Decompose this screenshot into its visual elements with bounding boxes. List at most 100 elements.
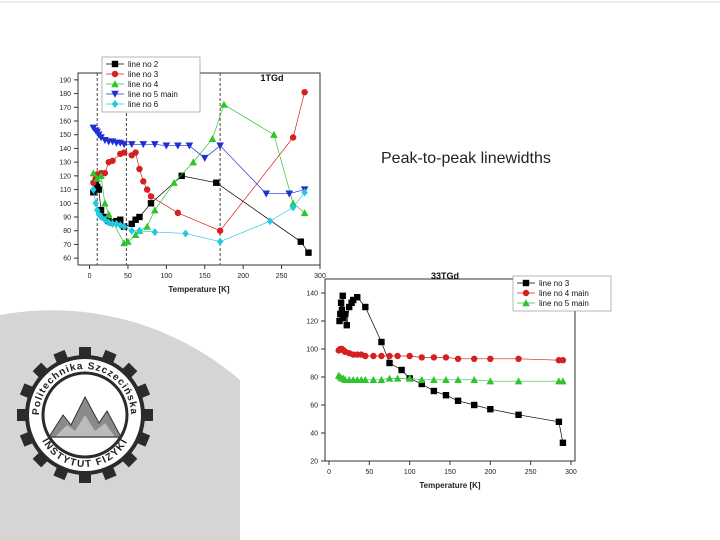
x-tick-label: 150 [444, 469, 456, 476]
data-point [406, 352, 413, 360]
legend-marker [111, 90, 119, 98]
chart-title: 1TGd [260, 73, 283, 83]
data-point [418, 354, 425, 361]
data-point [162, 142, 171, 150]
x-tick-label: 100 [161, 273, 173, 280]
x-axis-label: Temperature [K] [419, 481, 481, 490]
data-point [350, 296, 357, 304]
x-tick-label: 250 [276, 273, 288, 280]
data-point [128, 220, 135, 228]
y-tick-label: 90 [63, 215, 71, 222]
y-tick-label: 110 [60, 187, 71, 194]
legend-marker [111, 100, 119, 108]
data-point [89, 169, 98, 177]
y-tick-label: 150 [59, 132, 71, 139]
x-tick-label: 50 [365, 469, 373, 476]
data-point [101, 199, 109, 207]
data-point [104, 210, 113, 218]
series-line-no-6 [90, 185, 308, 246]
data-point [386, 352, 393, 360]
data-point [301, 188, 308, 197]
data-point [109, 157, 116, 164]
chart-1tgd: 0 50 100 150 200 250 300 60 70 80 90 100 110 120 130 14… [59, 56, 326, 294]
data-point [418, 380, 425, 388]
data-point [555, 418, 563, 425]
data-point [174, 142, 182, 150]
data-point [341, 310, 349, 318]
data-point [174, 209, 182, 217]
data-point [120, 222, 128, 231]
y-tick-label: 120 [59, 173, 71, 180]
data-point [442, 354, 450, 361]
y-tick-label: 100 [306, 347, 318, 354]
data-point [136, 213, 143, 221]
slide-headline: Peak-to-peak linewidths [381, 150, 551, 167]
data-point [305, 249, 312, 256]
data-point [454, 397, 462, 404]
data-point [128, 226, 135, 235]
data-point [430, 376, 438, 383]
legend-marker [111, 80, 119, 88]
data-point [398, 366, 405, 374]
data-point [470, 376, 478, 383]
data-point [120, 149, 128, 156]
series-line-no-5-main [89, 124, 309, 198]
data-point [101, 215, 109, 224]
data-point [515, 411, 522, 418]
data-point [213, 179, 220, 186]
data-point [147, 200, 155, 207]
data-point [266, 217, 274, 226]
data-point [109, 219, 116, 228]
data-point [132, 149, 139, 156]
legend-label: line no 4 [128, 80, 159, 89]
data-point [101, 169, 109, 177]
x-tick-label: 0 [88, 273, 92, 280]
data-point [417, 376, 426, 383]
data-point [216, 142, 224, 150]
data-point [208, 135, 217, 143]
data-point [94, 206, 101, 215]
x-tick-label: 200 [237, 273, 249, 280]
y-tick-label: 70 [63, 242, 71, 249]
data-point [393, 374, 402, 382]
data-point [361, 376, 370, 383]
data-point [97, 172, 105, 180]
data-point [178, 172, 185, 180]
x-axis-label: Temperature [K] [168, 285, 230, 294]
x-tick-label: 150 [199, 273, 211, 280]
data-point [337, 299, 345, 306]
x-tick-label: 250 [525, 469, 537, 476]
data-point [132, 216, 139, 223]
data-point [559, 357, 567, 364]
data-point [131, 231, 140, 239]
data-point [289, 134, 297, 141]
data-point [262, 190, 271, 198]
data-point [143, 186, 151, 193]
data-point [394, 352, 401, 360]
y-tick-label: 170 [59, 105, 71, 112]
data-point [93, 174, 102, 182]
data-point [301, 89, 308, 96]
data-point [405, 374, 414, 382]
series-line [93, 104, 305, 244]
data-point [339, 292, 346, 299]
data-point [151, 206, 159, 214]
legend-label: line no 2 [128, 60, 159, 69]
data-point [127, 141, 136, 149]
legend-marker [111, 70, 119, 78]
data-point [105, 218, 112, 227]
chart-33tgd: 0 50 100 150 200 250 300 20 40 60 80 100 120 140 Tempe… [306, 271, 612, 490]
data-point [182, 229, 189, 238]
data-point [454, 376, 462, 383]
y-tick-label: 80 [310, 375, 318, 382]
y-tick-label: 180 [59, 91, 71, 98]
legend-marker [111, 60, 119, 68]
y-tick-label: 20 [310, 459, 318, 466]
data-point [470, 355, 478, 362]
data-point [470, 401, 478, 409]
data-point [337, 310, 344, 318]
series-line-no-4-main [335, 345, 567, 364]
data-point [143, 222, 151, 230]
institute-logo: Politechnika Szczecińska INSTYTUT FIZYKI [17, 347, 153, 483]
